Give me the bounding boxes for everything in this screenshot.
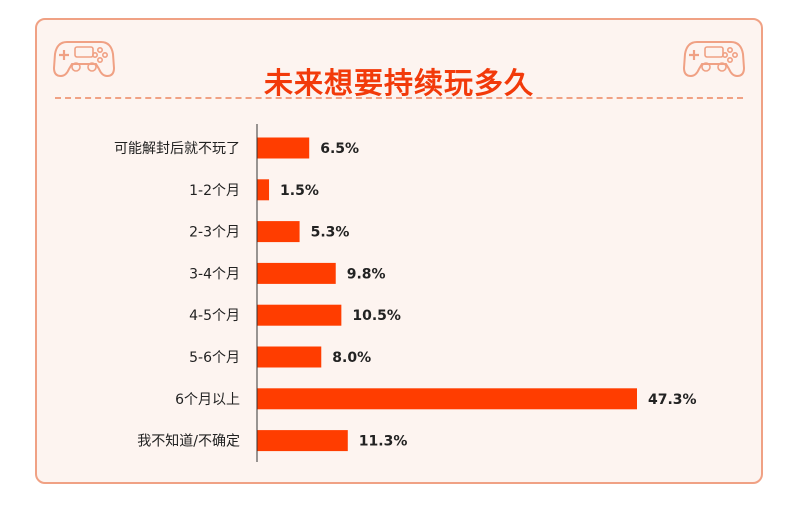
category-label: 3-4个月 xyxy=(189,266,240,282)
bar xyxy=(257,304,342,326)
bar xyxy=(257,346,322,368)
bar xyxy=(257,388,637,410)
category-label: 我不知道/不确定 xyxy=(137,433,240,450)
bars-group: 可能解封后就不玩了 6.5% 1-2个月 1.5% 2-3个月 5.3% 3-4个月 9.8%… xyxy=(114,137,697,452)
gamepad-icon xyxy=(683,41,745,78)
gamepad-icon xyxy=(53,41,115,78)
category-label: 6个月以上 xyxy=(175,392,240,408)
bar xyxy=(257,262,336,284)
category-label: 可能解封后就不玩了 xyxy=(114,141,240,157)
value-label: 47.3% xyxy=(648,392,697,408)
bar xyxy=(257,430,348,452)
value-label: 1.5% xyxy=(280,183,319,199)
category-label: 4-5个月 xyxy=(189,308,240,324)
bar xyxy=(257,137,310,159)
value-label: 8.0% xyxy=(332,350,371,366)
bar xyxy=(257,179,270,201)
value-label: 10.5% xyxy=(352,308,401,324)
value-label: 9.8% xyxy=(347,266,386,282)
category-label: 2-3个月 xyxy=(189,225,240,241)
bar xyxy=(257,221,300,243)
category-label: 5-6个月 xyxy=(189,350,240,366)
value-label: 11.3% xyxy=(359,434,408,450)
category-label: 1-2个月 xyxy=(189,183,240,199)
chart-title: 未来想要持续玩多久 xyxy=(263,66,534,100)
dashed-divider xyxy=(55,97,743,99)
value-label: 5.3% xyxy=(311,225,350,241)
value-label: 6.5% xyxy=(320,141,359,157)
